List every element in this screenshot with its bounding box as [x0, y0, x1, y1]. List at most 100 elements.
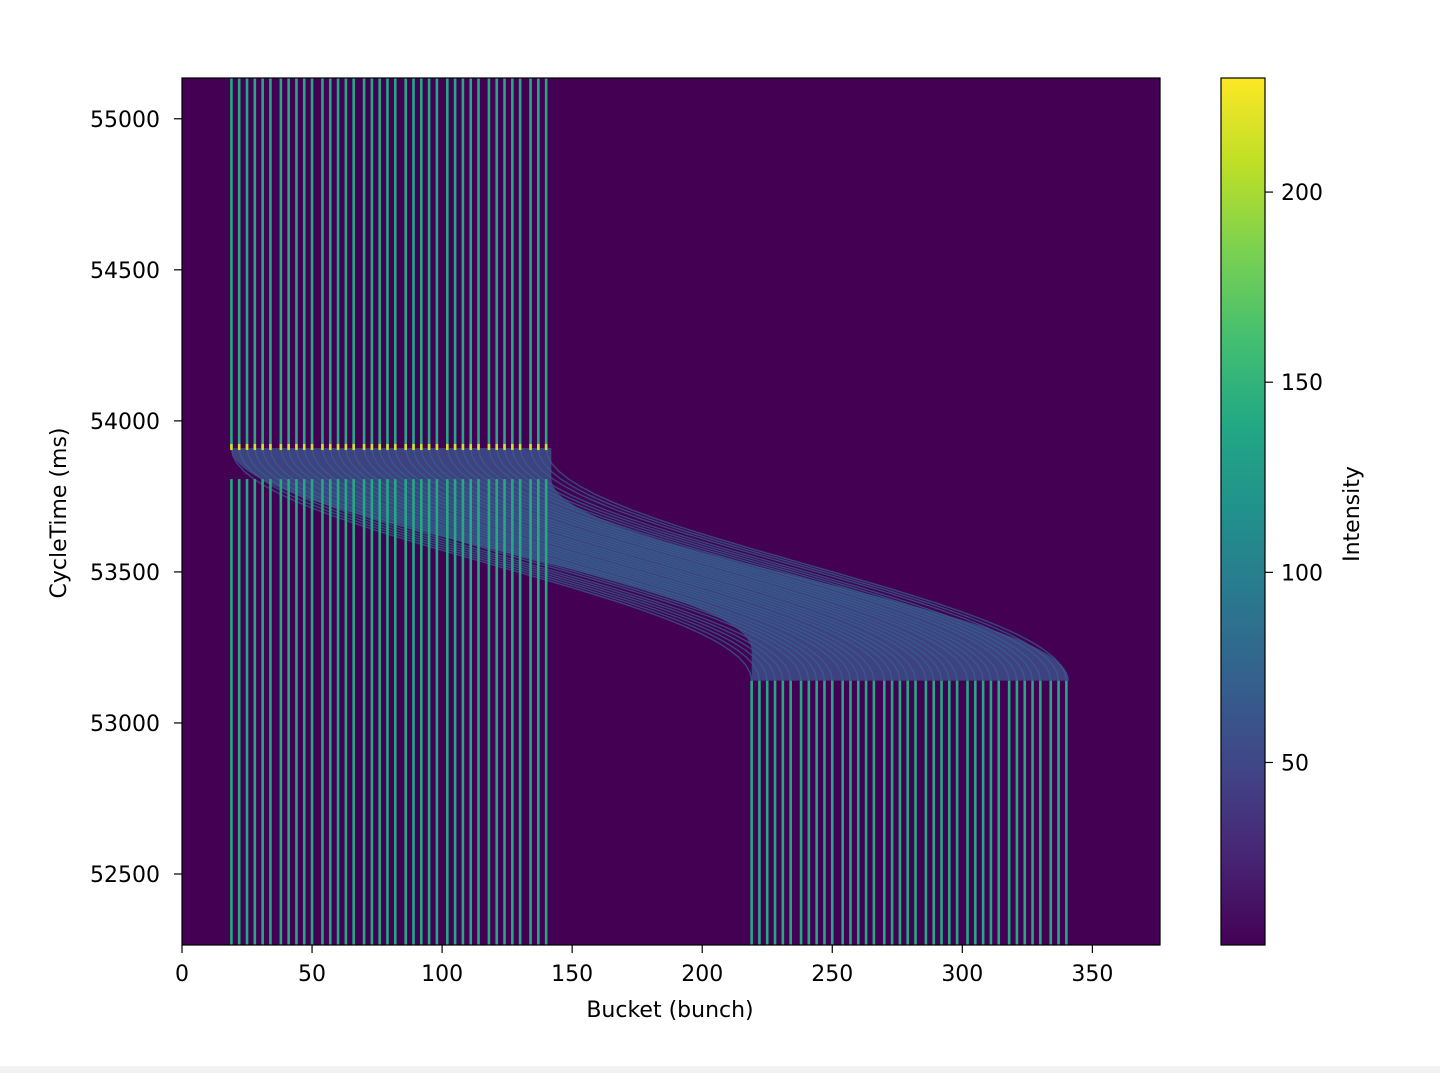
bunch-trail: [405, 447, 927, 681]
bunch-line-left-lower: [435, 479, 439, 945]
bunch-line-left-lower: [378, 479, 381, 945]
bunch-line-right: [815, 680, 818, 945]
bunch-trail: [321, 447, 844, 681]
bunch-line-right: [981, 680, 985, 945]
bunch-line-left-lower: [362, 479, 366, 945]
bunch-line-right: [989, 680, 993, 945]
bunch-line-left-lower: [404, 479, 407, 945]
bunch-line-left-upper: [446, 78, 449, 449]
bunch-peak: [261, 444, 264, 451]
bunch-line-left-upper: [253, 78, 257, 449]
x-tick-label: 300: [941, 962, 983, 987]
bunch-line-left-lower: [386, 479, 389, 945]
bunch-line-left-upper: [495, 78, 499, 449]
bunch-peak: [287, 444, 290, 451]
bunch-line-left-lower: [352, 479, 355, 945]
bunch-peak: [537, 444, 540, 451]
bunch-line-left-upper: [310, 78, 314, 449]
bunch-peak: [237, 444, 241, 451]
bunch-peak: [544, 444, 548, 451]
bunch-line-right: [830, 680, 834, 945]
x-tick-label: 100: [421, 962, 463, 987]
bunch-line-right: [948, 680, 951, 945]
bunch-line-right: [864, 680, 868, 945]
bunch-line-left-upper: [269, 78, 272, 449]
bunch-line-left-lower: [321, 479, 324, 945]
bunch-line-left-upper: [261, 78, 264, 449]
bunch-line-left-lower: [269, 479, 272, 945]
bunch-line-right: [966, 680, 969, 945]
bunch-peak: [295, 444, 298, 451]
bunch-trail: [238, 447, 761, 681]
bunch-line-right: [1039, 680, 1042, 945]
bunch-line-right: [974, 680, 977, 945]
bunch-line-left-upper: [378, 78, 381, 449]
x-tick-label: 350: [1071, 962, 1113, 987]
bunch-peak: [352, 444, 355, 451]
bunch-line-left-lower: [287, 479, 290, 945]
bunch-line-right: [906, 680, 909, 945]
x-tick-label: 50: [298, 962, 326, 987]
bunch-trail: [446, 447, 969, 681]
bunch-line-left-upper: [427, 78, 431, 449]
bunch-peak: [404, 444, 407, 451]
bunch-line-left-upper: [230, 78, 233, 449]
bunch-line-left-upper: [544, 78, 548, 449]
y-tick-label: 53500: [90, 561, 160, 586]
bunch-line-right: [789, 680, 792, 945]
colorbar-tick-label: 100: [1281, 561, 1323, 586]
x-axis-label: Bucket (bunch): [586, 998, 753, 1023]
y-tick-label: 54500: [90, 259, 160, 284]
bunch-peak: [487, 444, 491, 451]
bunch-line-left-upper: [302, 78, 306, 449]
bunch-peak: [453, 444, 457, 451]
bunch-trail: [537, 447, 1060, 681]
bunch-line-left-upper: [362, 78, 366, 449]
bunch-line-right: [932, 680, 936, 945]
bunch-line-left-upper: [393, 78, 397, 449]
x-tick-label: 250: [811, 962, 853, 987]
bunch-line-right: [1007, 680, 1011, 945]
bunch-line-left-lower: [237, 479, 241, 945]
bunch-peak: [336, 444, 340, 451]
y-axis-label: CycleTime (ms): [47, 427, 72, 598]
bunch-trail: [529, 447, 1052, 681]
bunch-line-left-upper: [477, 78, 480, 449]
bunch-line-left-lower: [529, 479, 532, 945]
bunch-line-left-lower: [295, 479, 298, 945]
bunch-line-left-upper: [245, 78, 249, 449]
bunch-line-right: [955, 680, 959, 945]
bunch-line-right: [841, 680, 844, 945]
bunch-trail: [230, 447, 753, 681]
bunch-line-left-lower: [427, 479, 431, 945]
bunch-peak: [378, 444, 381, 451]
bunch-peak: [461, 444, 465, 451]
bunch-line-left-upper: [237, 78, 241, 449]
x-tick-label: 150: [551, 962, 593, 987]
bunch-line-left-lower: [393, 479, 397, 945]
bunch-line-left-upper: [518, 78, 522, 449]
bunch-peak: [310, 444, 314, 451]
bunch-line-left-upper: [370, 78, 374, 449]
bunch-line-left-upper: [412, 78, 415, 449]
bunch-line-left-upper: [469, 78, 473, 449]
colorbar: [1220, 77, 1266, 946]
bunch-line-left-upper: [503, 78, 506, 449]
bunch-line-right: [997, 680, 1001, 945]
bunch-line-left-lower: [503, 479, 506, 945]
bunch-line-left-upper: [461, 78, 465, 449]
bunch-peak: [469, 444, 473, 451]
colorbar-tick-label: 150: [1281, 371, 1323, 396]
colorbar-tick-label: 200: [1281, 181, 1323, 206]
heatmap-marks: [230, 78, 1069, 945]
bunch-line-right: [882, 680, 886, 945]
bunch-line-left-lower: [487, 479, 491, 945]
bunch-line-left-upper: [352, 78, 355, 449]
x-axis-ticks: 0 50 100 150 200 250 300 350: [175, 945, 1113, 987]
colorbar-tick-label: 50: [1281, 751, 1309, 776]
bunch-line-right: [898, 680, 902, 945]
bunch-line-right: [1015, 680, 1019, 945]
bunch-peak: [328, 444, 332, 451]
bunch-line-right: [1065, 680, 1068, 945]
bunch-line-right: [1049, 680, 1053, 945]
